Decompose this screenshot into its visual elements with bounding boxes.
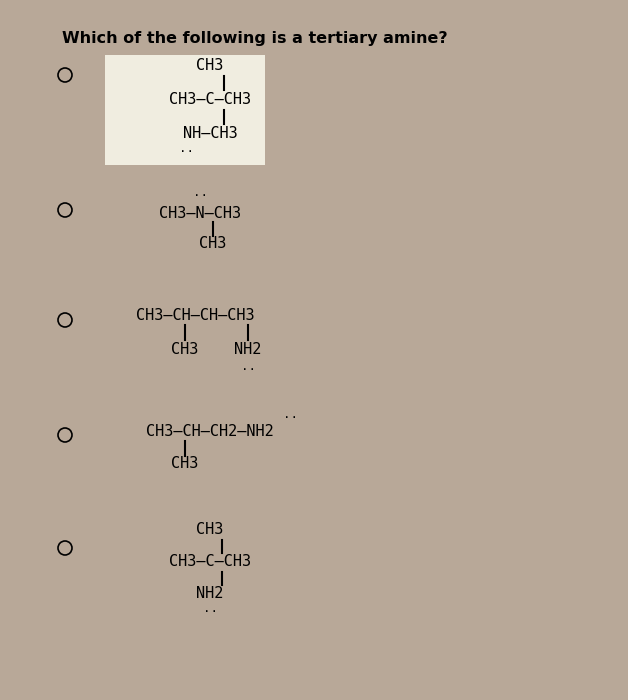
Text: NH—CH3: NH—CH3 bbox=[183, 125, 237, 141]
Text: ..: .. bbox=[180, 141, 195, 155]
Text: CH3—N—CH3: CH3—N—CH3 bbox=[159, 206, 241, 220]
Text: CH3—C—CH3: CH3—C—CH3 bbox=[169, 92, 251, 108]
Text: ..: .. bbox=[202, 601, 217, 615]
FancyBboxPatch shape bbox=[105, 55, 265, 165]
Text: CH3: CH3 bbox=[171, 456, 198, 470]
Text: CH3: CH3 bbox=[199, 235, 227, 251]
Text: Which of the following is a tertiary amine?: Which of the following is a tertiary ami… bbox=[62, 31, 448, 46]
Text: CH3—C—CH3: CH3—C—CH3 bbox=[169, 554, 251, 570]
Text: ..: .. bbox=[242, 360, 256, 372]
Text: NH2: NH2 bbox=[234, 342, 262, 358]
Text: ..: .. bbox=[193, 186, 207, 200]
Text: CH3—CH—CH—CH3: CH3—CH—CH—CH3 bbox=[136, 307, 254, 323]
Text: CH3: CH3 bbox=[171, 342, 198, 358]
Text: CH3: CH3 bbox=[197, 57, 224, 73]
Text: CH3: CH3 bbox=[197, 522, 224, 538]
Text: CH3—CH—CH2—NH2: CH3—CH—CH2—NH2 bbox=[146, 424, 274, 440]
Text: ..: .. bbox=[283, 409, 298, 421]
Text: NH2: NH2 bbox=[197, 587, 224, 601]
